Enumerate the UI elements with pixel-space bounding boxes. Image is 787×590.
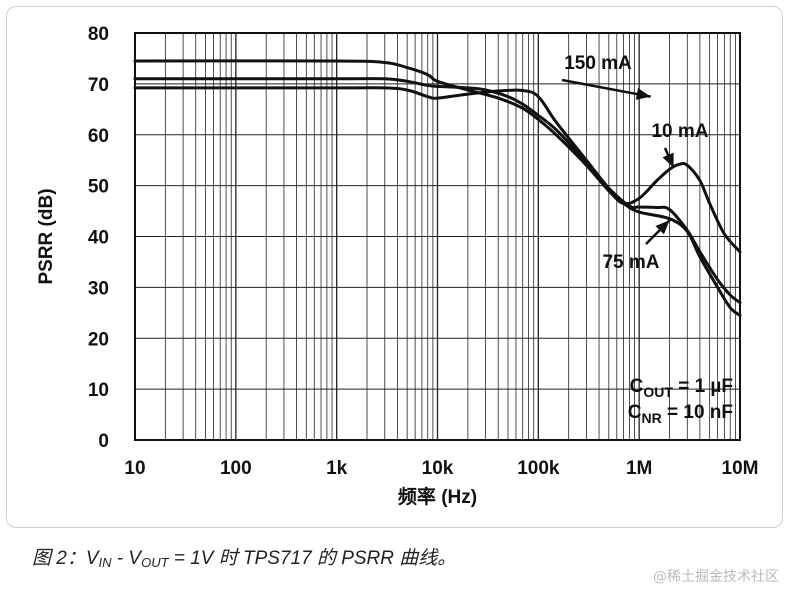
- caption-sub-in: IN: [98, 555, 112, 570]
- caption-sub-out: OUT: [141, 555, 169, 570]
- annotation-label: 75 mA: [602, 252, 659, 273]
- annotation-arrow: [561, 78, 651, 100]
- y-tick-label: 30: [88, 278, 109, 299]
- x-tick-label: 10: [124, 458, 145, 479]
- plot-border: [134, 32, 741, 441]
- tick-labels: 0 10 20 30 40 50 60 70 80 10 100 1k 10k 100k 1M 10M: [88, 24, 759, 479]
- y-tick-label: 80: [88, 24, 109, 45]
- y-tick-label: 60: [88, 126, 109, 147]
- series-lines: [133, 59, 742, 317]
- x-tick-label: 1M: [626, 458, 652, 479]
- caption-prefix: 图 2：V: [32, 548, 99, 569]
- x-tick-label: 1k: [326, 458, 348, 479]
- annotation-label: 10 mA: [651, 121, 708, 142]
- annotation-arrow: [645, 219, 671, 245]
- grid: [134, 32, 740, 441]
- y-tick-label: 40: [88, 228, 109, 249]
- y-tick-label: 10: [88, 380, 109, 401]
- caption-mid: - V: [111, 548, 142, 569]
- x-tick-label: 100k: [517, 458, 560, 479]
- annotation-label: 150 mA: [564, 53, 632, 74]
- condition-label: COUT = 1 µF: [630, 376, 733, 400]
- y-tick-label: 0: [98, 431, 109, 452]
- series-line-10-ma: [133, 59, 742, 254]
- x-tick-label: 100: [220, 458, 252, 479]
- x-axis-label: 频率 (Hz): [398, 485, 477, 508]
- y-tick-label: 20: [88, 329, 109, 350]
- y-axis-label: PSRR (dB): [36, 188, 57, 284]
- y-tick-label: 50: [88, 177, 109, 198]
- y-tick-label: 70: [88, 75, 109, 96]
- figure-caption: 图 2：VIN - VOUT = 1V 时 TPS717 的 PSRR 曲线。: [32, 543, 456, 570]
- series-line-75-ma: [133, 77, 742, 317]
- x-tick-label: 10k: [422, 458, 454, 479]
- caption-suffix: = 1V 时 TPS717 的 PSRR 曲线。: [168, 548, 457, 569]
- annotation-arrow: [662, 147, 675, 169]
- x-tick-label: 10M: [722, 458, 759, 479]
- condition-label: CNR = 10 nF: [628, 402, 733, 426]
- watermark: @稀土掘金技术社区: [653, 569, 779, 585]
